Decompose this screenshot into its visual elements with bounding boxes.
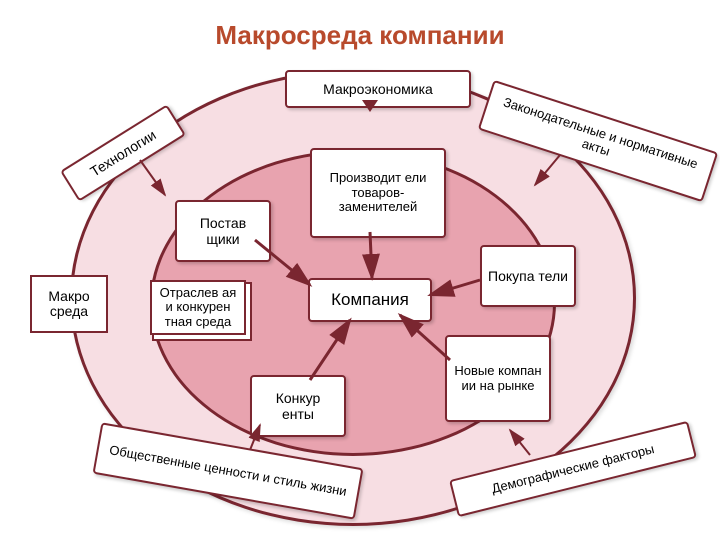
node-newcos: Новые компан ии на рынке: [445, 335, 551, 422]
node-text: Постав щики: [183, 215, 263, 247]
node-text: Новые компан ии на рынке: [453, 364, 543, 394]
node-buyers: Покупа тели: [480, 245, 576, 307]
pointer-macroecon: [362, 100, 378, 112]
diagram-title: Макросреда компании: [0, 20, 720, 51]
node-suppliers: Постав щики: [175, 200, 271, 262]
node-text: Конкур енты: [258, 390, 338, 422]
company-box: Компания: [308, 278, 432, 322]
industry-note-text: Отраслев ая и конкурен тная среда: [160, 285, 237, 329]
node-substitutes: Производит ели товаров-заменителей: [310, 148, 446, 238]
macro-label-macroecon: Макроэкономика: [285, 70, 471, 108]
node-text: Покупа тели: [488, 268, 568, 284]
node-competitors: Конкур енты: [250, 375, 346, 437]
macro-environment-tab: Макро среда: [30, 275, 108, 333]
industry-note: Отраслев ая и конкурен тная среда: [150, 280, 246, 335]
node-text: Производит ели товаров-заменителей: [318, 171, 438, 216]
company-label: Компания: [331, 290, 409, 310]
macro-label-text: Макроэкономика: [323, 81, 433, 97]
